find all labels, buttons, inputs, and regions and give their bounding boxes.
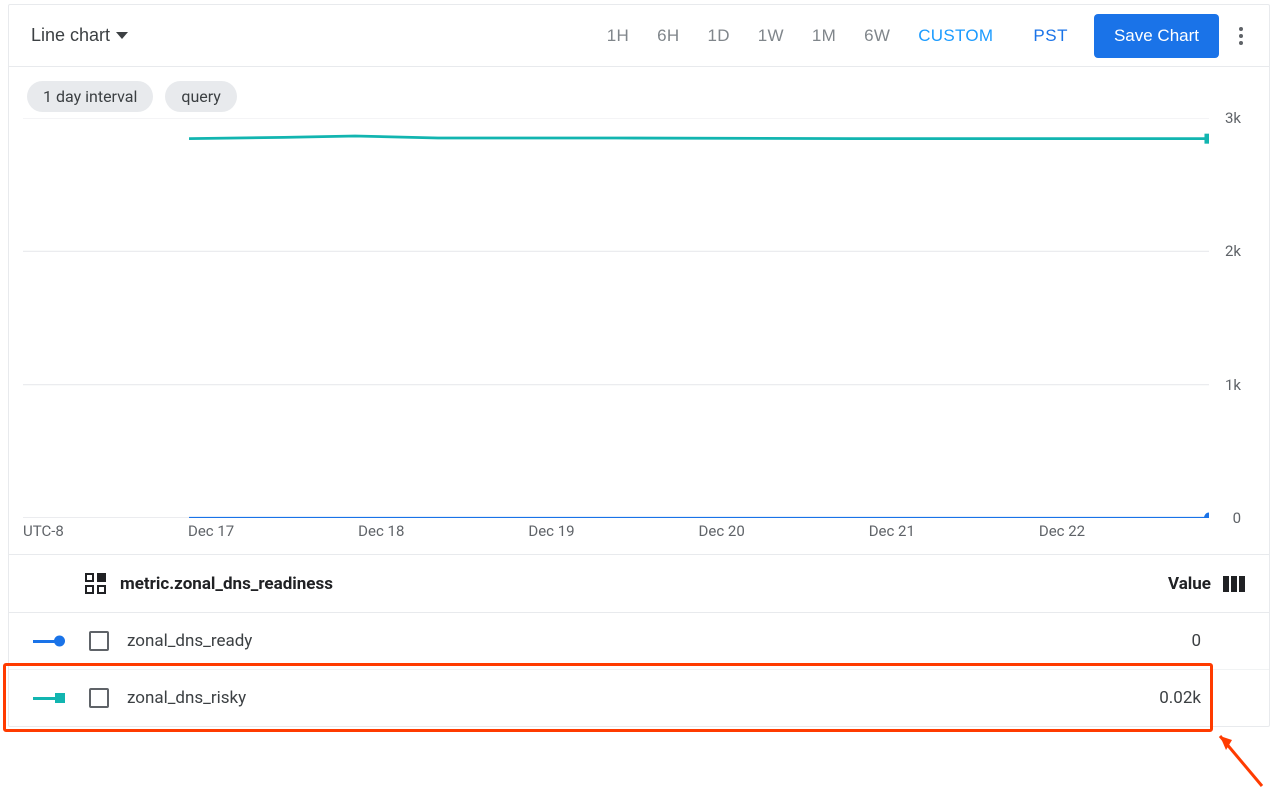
series-marker-icon [33, 640, 63, 643]
annotation-arrow [1212, 726, 1272, 796]
range-button-1m[interactable]: 1M [798, 20, 850, 52]
x-tick-label: Dec 18 [358, 522, 528, 540]
chart-area: 01k2k3k [9, 118, 1269, 518]
series-name-label: zonal_dns_risky [127, 688, 1159, 708]
chart-type-label: Line chart [31, 25, 110, 46]
chart-toolbar: Line chart 1H6H1D1W1M6WCUSTOM PST Save C… [9, 5, 1269, 67]
series-marker-icon [33, 697, 63, 700]
range-button-6w[interactable]: 6W [850, 20, 904, 52]
range-button-1h[interactable]: 1H [593, 20, 643, 52]
columns-icon[interactable] [1223, 576, 1245, 592]
time-range-group: 1H6H1D1W1M6WCUSTOM [593, 20, 1008, 52]
timezone-button[interactable]: PST [1015, 20, 1086, 52]
range-button-1w[interactable]: 1W [744, 20, 798, 52]
value-column-header: Value [1168, 574, 1211, 594]
chevron-down-icon [116, 32, 128, 39]
y-tick-label: 2k [1225, 242, 1241, 260]
query-chip[interactable]: query [165, 81, 237, 112]
y-tick-label: 3k [1225, 109, 1241, 127]
more-vert-icon [1239, 27, 1243, 31]
chart-type-dropdown[interactable]: Line chart [23, 19, 136, 52]
x-tick-label: Dec 20 [699, 522, 869, 540]
chips-row: 1 day interval query [9, 67, 1269, 118]
legend-row-zonal_dns_ready[interactable]: zonal_dns_ready0 [9, 613, 1269, 669]
series-checkbox[interactable] [89, 688, 109, 708]
interval-chip[interactable]: 1 day interval [27, 81, 153, 112]
series-name-label: zonal_dns_ready [127, 631, 1191, 651]
x-tick-label: Dec 22 [1039, 522, 1209, 540]
save-chart-button[interactable]: Save Chart [1094, 14, 1219, 58]
x-axis-labels: UTC-8Dec 17Dec 18Dec 19Dec 20Dec 21Dec 2… [9, 518, 1269, 554]
range-button-6h[interactable]: 6H [643, 20, 693, 52]
y-tick-label: 1k [1225, 376, 1241, 394]
series-checkbox[interactable] [89, 631, 109, 651]
series-value-label: 0.02k [1159, 688, 1245, 708]
select-all-icon[interactable] [85, 573, 106, 594]
more-options-button[interactable] [1227, 19, 1255, 53]
metrics-panel: Line chart 1H6H1D1W1M6WCUSTOM PST Save C… [8, 4, 1270, 727]
series-value-label: 0 [1191, 631, 1245, 651]
range-button-1d[interactable]: 1D [693, 20, 743, 52]
x-tick-label: Dec 17 [188, 522, 358, 540]
y-tick-label: 0 [1233, 509, 1241, 527]
legend-header: metric.zonal_dns_readiness Value [9, 554, 1269, 613]
x-tick-label: Dec 19 [528, 522, 698, 540]
x-timezone-label: UTC-8 [23, 522, 188, 540]
line-chart-svg [23, 118, 1209, 518]
metric-name-header: metric.zonal_dns_readiness [120, 574, 1168, 594]
legend-rows: zonal_dns_ready0zonal_dns_risky0.02k [9, 613, 1269, 726]
range-button-custom[interactable]: CUSTOM [904, 20, 1007, 52]
legend-row-zonal_dns_risky[interactable]: zonal_dns_risky0.02k [9, 669, 1269, 726]
x-tick-label: Dec 21 [869, 522, 1039, 540]
